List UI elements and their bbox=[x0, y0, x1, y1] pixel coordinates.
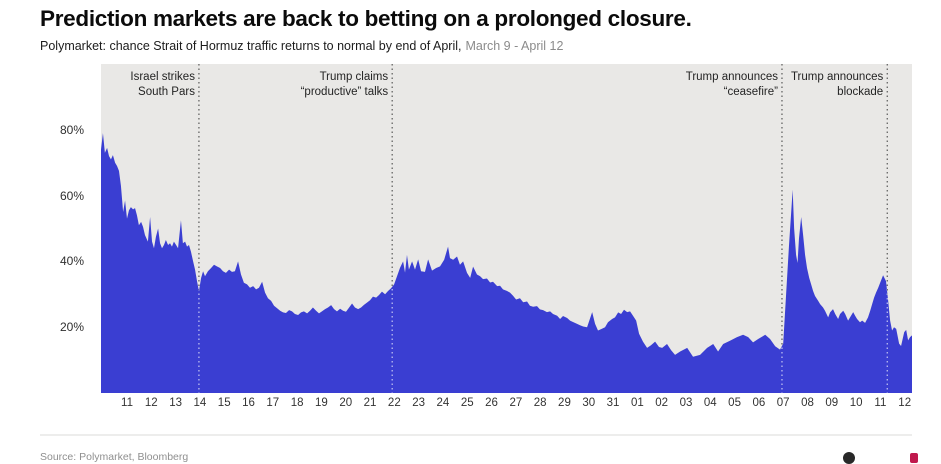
y-tick-label: 80% bbox=[59, 122, 84, 137]
event-annotation-line: blockade bbox=[837, 85, 884, 98]
x-tick-label: 24 bbox=[436, 397, 450, 409]
footer-divider bbox=[40, 434, 912, 436]
x-tick-label: 04 bbox=[703, 397, 717, 409]
x-tick-label: 30 bbox=[582, 397, 596, 409]
x-tick-label: 16 bbox=[242, 397, 255, 409]
event-annotation-line: South Pars bbox=[138, 85, 195, 98]
x-tick-label: 12 bbox=[898, 397, 912, 409]
x-tick-label: 08 bbox=[801, 397, 814, 409]
x-tick-label: 28 bbox=[533, 397, 547, 409]
x-tick-label: 06 bbox=[752, 397, 766, 409]
chart-subtitle: Polymarket: chance Strait of Hormuz traf… bbox=[40, 39, 563, 53]
x-tick-label: 12 bbox=[144, 397, 158, 409]
x-tick-label: 10 bbox=[849, 397, 863, 409]
x-tick-label: 18 bbox=[290, 397, 304, 409]
source-note: Source: Polymarket, Bloomberg bbox=[40, 451, 189, 463]
event-annotation-line: Trump announces bbox=[685, 71, 778, 83]
x-tick-label: 13 bbox=[169, 397, 183, 409]
x-tick-label: 21 bbox=[363, 397, 377, 409]
area-series-svg bbox=[101, 64, 912, 393]
plot-area: Israel strikes South Pars Trump claims “pro… bbox=[101, 64, 912, 393]
x-tick-label: 27 bbox=[509, 397, 523, 409]
subtitle-date-range: March 9 - April 12 bbox=[465, 39, 564, 53]
x-tick-label: 01 bbox=[630, 397, 644, 409]
x-tick-label: 23 bbox=[412, 397, 426, 409]
x-tick-label: 31 bbox=[606, 397, 620, 409]
x-tick-label: 02 bbox=[655, 397, 669, 409]
page-title: Prediction markets are back to betting o… bbox=[40, 6, 692, 31]
y-tick-label: 60% bbox=[59, 188, 84, 203]
event-annotation: Trump announces blockade bbox=[791, 70, 883, 99]
event-annotation-line: “ceasefire” bbox=[723, 85, 778, 98]
event-annotation: Trump announces “ceasefire” bbox=[686, 70, 778, 99]
x-tick-label: 29 bbox=[558, 397, 571, 409]
event-annotation-line: “productive” talks bbox=[300, 85, 389, 98]
x-tick-label: 19 bbox=[315, 397, 328, 409]
event-annotation-line: Trump claims bbox=[319, 71, 389, 83]
logo-accent-icon bbox=[910, 453, 918, 463]
x-tick-label: 25 bbox=[460, 397, 474, 409]
y-tick-label: 40% bbox=[59, 254, 84, 269]
x-tick-label: 11 bbox=[121, 397, 133, 409]
x-tick-label: 17 bbox=[266, 397, 280, 409]
event-annotation-line: Trump announces bbox=[790, 71, 884, 83]
x-tick-label: 22 bbox=[387, 397, 401, 409]
x-tick-label: 03 bbox=[679, 397, 693, 409]
x-tick-label: 26 bbox=[485, 397, 498, 409]
x-tick-label: 05 bbox=[728, 397, 741, 409]
x-tick-label: 14 bbox=[193, 397, 207, 409]
event-annotation: Trump claims “productive” talks bbox=[301, 70, 389, 99]
area-series bbox=[101, 133, 912, 393]
area-chart: 20% 40% 60% 80% Israel strikes South Pars Tru… bbox=[0, 64, 941, 426]
x-tick-label: 15 bbox=[217, 397, 231, 409]
x-tick-label: 09 bbox=[825, 397, 839, 409]
event-annotation-line: Israel strikes bbox=[130, 71, 195, 83]
x-tick-label: 20 bbox=[339, 397, 353, 409]
y-axis: 20% 40% 60% 80% bbox=[40, 64, 93, 393]
y-tick-label: 20% bbox=[59, 320, 84, 335]
x-tick-label: 11 bbox=[874, 397, 887, 409]
x-tick-label: 07 bbox=[776, 397, 790, 409]
x-axis: 11 12 13 14 15 16 17 18 19 20 21 22 23 24 25 26 27 28 29 30… bbox=[101, 397, 912, 417]
subtitle-main: Polymarket: chance Strait of Hormuz traf… bbox=[40, 39, 462, 53]
logo-mark-icon bbox=[843, 452, 855, 464]
event-annotation: Israel strikes South Pars bbox=[130, 70, 195, 99]
